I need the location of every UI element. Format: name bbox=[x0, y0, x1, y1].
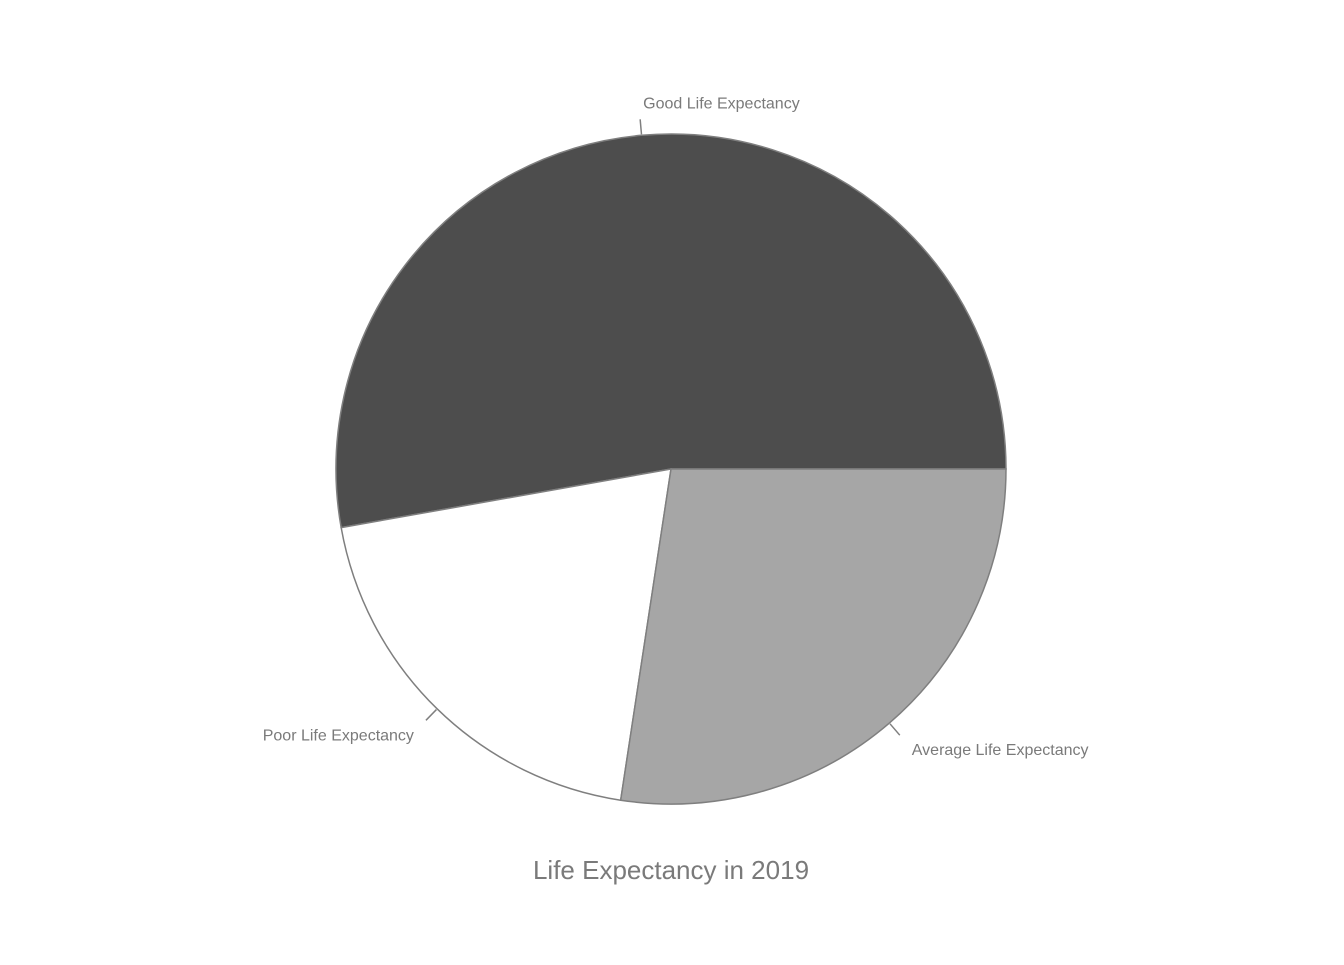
pie-slice-good-life-expectancy bbox=[335, 133, 1007, 529]
leader-line-good-life-expectancy bbox=[639, 119, 643, 135]
slice-label-poor-life-expectancy: Poor Life Expectancy bbox=[263, 727, 414, 744]
leader-line-poor-life-expectancy bbox=[425, 709, 437, 721]
slice-label-good-life-expectancy: Good Life Expectancy bbox=[643, 95, 800, 112]
label-leader-lines bbox=[425, 119, 901, 736]
leader-line-average-life-expectancy bbox=[889, 723, 901, 736]
pie-slices bbox=[335, 133, 1007, 805]
slice-labels: Good Life Expectancy Poor Life Expectancy… bbox=[263, 95, 1089, 759]
chart-title: Life Expectancy in 2019 bbox=[533, 855, 809, 885]
pie-slice-poor-life-expectancy bbox=[340, 468, 672, 802]
pie-slice-average-life-expectancy bbox=[619, 468, 1007, 805]
slice-label-average-life-expectancy: Average Life Expectancy bbox=[912, 742, 1089, 759]
